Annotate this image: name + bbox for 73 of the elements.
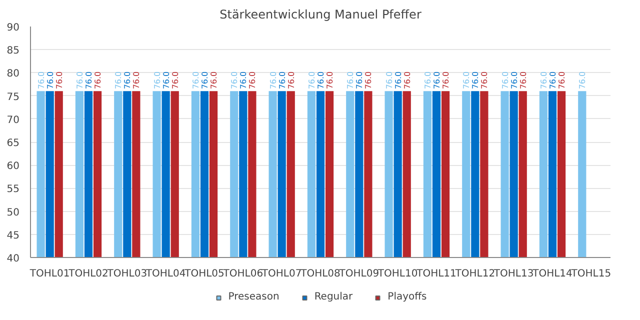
data-label: 76.0 <box>152 71 162 90</box>
data-label: 76.0 <box>548 71 558 90</box>
data-label: 76.0 <box>578 71 588 90</box>
legend-label: Playoffs <box>388 292 427 302</box>
y-tick-label: 75 <box>6 92 20 103</box>
x-tick-label: TOHL08 <box>300 268 340 280</box>
y-tick-label: 65 <box>6 138 20 149</box>
data-label: 76.0 <box>84 71 94 90</box>
data-label: 76.0 <box>480 71 490 90</box>
data-label: 76.0 <box>132 71 142 90</box>
data-label: 76.0 <box>423 71 432 90</box>
data-label: 76.0 <box>268 71 278 90</box>
data-label: 76.0 <box>355 71 364 90</box>
data-label: 76.0 <box>462 71 472 90</box>
y-tick-label: 70 <box>6 114 20 126</box>
data-label: 76.0 <box>75 71 84 90</box>
data-label: 76.0 <box>123 71 132 90</box>
data-label: 76.0 <box>170 71 180 90</box>
x-tick-label: TOHL04 <box>144 268 186 280</box>
data-label: 76.0 <box>326 71 335 90</box>
data-label: 76.0 <box>286 71 296 90</box>
data-label: 76.0 <box>191 71 200 90</box>
x-tick-label: TOHL02 <box>68 268 108 280</box>
data-label: 76.0 <box>500 71 510 90</box>
y-tick-label: 55 <box>6 184 20 196</box>
data-label: 76.0 <box>442 71 451 90</box>
x-tick-label: TOHL10 <box>376 268 418 280</box>
data-label: 76.0 <box>346 71 356 90</box>
data-label: 76.0 <box>539 71 548 90</box>
x-tick-label: TOHL14 <box>532 268 572 280</box>
data-label: 76.0 <box>364 71 374 90</box>
data-label: 76.0 <box>518 71 528 90</box>
data-label: 76.0 <box>316 71 326 90</box>
data-label: 76.0 <box>394 71 403 90</box>
x-tick-label: TOHL03 <box>106 268 148 280</box>
x-tick-label: TOHL13 <box>492 268 534 280</box>
data-label: 76.0 <box>278 71 287 90</box>
y-tick-label: 60 <box>6 161 20 172</box>
data-label: 76.0 <box>200 71 210 90</box>
x-tick-label: TOHL07 <box>260 268 302 280</box>
x-tick-label: TOHL01 <box>28 268 70 280</box>
data-label: 76.0 <box>384 71 394 90</box>
x-tick-label: TOHL09 <box>338 268 380 280</box>
y-tick-label: 80 <box>6 68 20 80</box>
x-tick-label: TOHL11 <box>416 268 456 280</box>
data-label: 76.0 <box>471 71 480 90</box>
data-label: 76.0 <box>307 71 316 90</box>
data-label: 76.0 <box>54 71 64 90</box>
x-tick-label: TOHL05 <box>184 268 224 280</box>
y-tick-label: 50 <box>6 207 20 218</box>
data-label: 76.0 <box>94 71 103 90</box>
data-label: 76.0 <box>210 71 219 90</box>
legend-label: Preseason <box>228 292 280 302</box>
legend-label: Regular <box>314 292 353 302</box>
data-label: 76.0 <box>239 71 248 90</box>
data-label: 76.0 <box>114 71 124 90</box>
y-tick-label: 85 <box>6 46 20 57</box>
data-label: 76.0 <box>248 71 258 90</box>
data-label: 76.0 <box>46 71 55 90</box>
data-label: 76.0 <box>558 71 567 90</box>
y-tick-label: 90 <box>6 22 20 34</box>
data-label: 76.0 <box>432 71 442 90</box>
data-label: 76.0 <box>162 71 171 90</box>
chart-title: Stärkeentwicklung Manuel Pfeffer <box>220 8 422 22</box>
y-tick-label: 45 <box>6 230 20 242</box>
data-label: 76.0 <box>510 71 519 90</box>
x-tick-label: TOHL15 <box>570 268 612 280</box>
data-label: 76.0 <box>36 71 46 90</box>
x-tick-label: TOHL06 <box>222 268 264 280</box>
x-tick-label: TOHL12 <box>454 268 496 280</box>
data-label: 76.0 <box>230 71 240 90</box>
data-label: 76.0 <box>402 71 412 90</box>
y-tick-label: 40 <box>6 254 20 264</box>
